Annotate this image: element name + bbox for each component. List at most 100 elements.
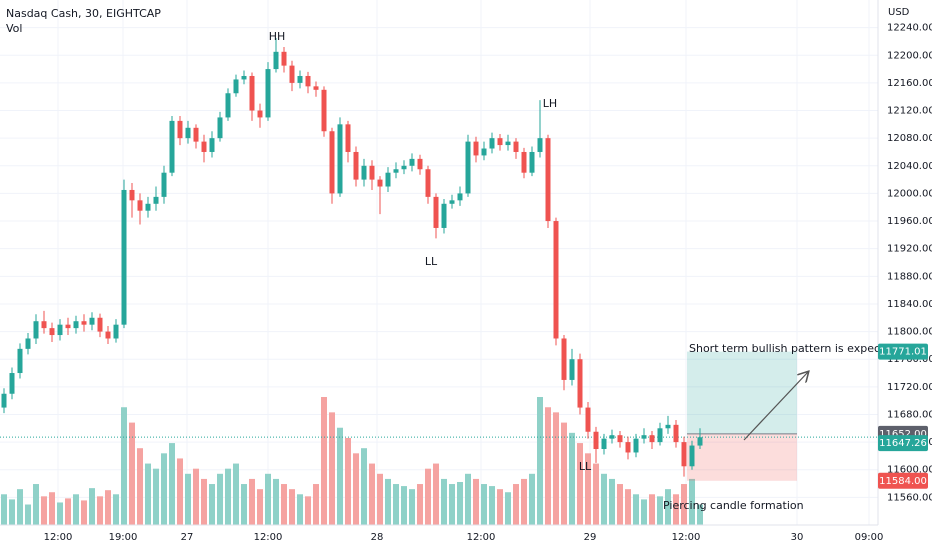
volume-bar [433,463,439,525]
candle-body [121,189,127,325]
candle-body [449,200,455,204]
candle-body [41,321,47,329]
volume-bar [105,490,111,525]
volume-bar [593,463,599,525]
volume-bar [113,494,119,525]
candle-body [625,442,631,453]
candle-body [225,93,231,118]
volume-bar [217,473,223,525]
volume-bar [81,500,87,525]
candle-body [137,200,143,211]
volume-bar [337,427,343,525]
volume-bar [305,496,311,525]
candle-body [185,127,191,139]
volume-bar [49,492,55,525]
y-tick-label: 11960.00 [887,216,932,227]
candle-body [465,141,471,194]
volume-bar [553,412,559,525]
stop-label: 11584.00 [879,476,927,487]
x-tick-label: 12:00 [467,532,496,543]
volume-bar [289,489,295,525]
volume-bar [393,484,399,525]
candle-body [177,120,183,139]
candle-body [353,151,359,180]
candle-body [617,435,623,443]
arrow [743,372,808,441]
candle-body [73,321,79,329]
volume-pane [1,397,703,525]
candle-body [537,138,543,152]
candle-body [561,338,567,380]
candle-body [257,110,263,118]
volume-bar [465,473,471,525]
x-tick-label: 12:00 [254,532,283,543]
x-tick-label: 19:00 [109,532,138,543]
volume-bar [161,453,167,525]
volume-bar [697,504,703,525]
volume-bar [665,489,671,525]
volume-bar [281,484,287,525]
stop-label-box [878,472,928,489]
volume-bar [9,499,15,525]
volume-bar [441,478,447,525]
volume-bar [673,494,679,525]
last-price-label-box [878,435,928,452]
candle-body [641,435,647,439]
volume-bar [385,478,391,525]
volume-bar [73,494,79,525]
volume-bar [25,504,31,525]
candle-body [433,196,439,228]
candle-body [89,317,95,325]
volume-bar [201,478,207,525]
candle-body [409,158,415,166]
candle-body [601,438,607,450]
volume-bar [633,494,639,525]
candle-body [129,189,135,201]
candle-body [145,203,151,211]
volume-bar [33,484,39,525]
volume-bar [521,478,527,525]
candle-body [217,117,223,139]
y-tick-label: 12160.00 [887,78,932,89]
candle-body [25,338,31,349]
price-axis: 12240.00 12200.00 12160.00 12120.00 12080.00… [44,23,932,543]
volume-bar [17,489,23,525]
candle-body [441,203,447,228]
candle-body [65,324,71,329]
target-label: 11771.01 [879,347,927,358]
candle-body [657,428,663,443]
y-tick-label: 11600.00 [887,465,932,476]
candle-body [497,138,503,146]
volume-bar [97,496,103,525]
candle-body [193,127,199,142]
candle-body [241,75,247,80]
x-tick-label: 27 [181,532,194,543]
volume-bar [257,489,263,525]
candle-body [577,359,583,408]
candle-body [369,165,375,180]
y-tick-label: 12200.00 [887,50,932,61]
volume-bar [185,473,191,525]
candle-body [361,165,367,180]
candle-body [649,435,655,443]
volume-bar [657,496,663,525]
y-tick-label: 12080.00 [887,133,932,144]
y-tick-label: 11760.00 [887,354,932,365]
volume-bar [249,478,255,525]
volume-bar [401,486,407,525]
x-tick-label: 12:00 [44,532,73,543]
last-price-label: 11647.26 [879,438,927,449]
y-tick-label: 11720.00 [887,382,932,393]
y-tick-label: 11840.00 [887,299,932,310]
y-tick-label: 11880.00 [887,271,932,282]
symbol-title: Nasdaq Cash, 30, EIGHTCAP [6,7,161,20]
y-tick-label: 11560.00 [887,492,932,503]
candle-body [377,179,383,187]
candle-body [9,373,15,394]
y-tick-label: 12040.00 [887,161,932,172]
volume-bar [601,473,607,525]
candle-body [385,172,391,187]
candle-body [337,124,343,194]
volume-bar [121,407,127,525]
annotation: HH [269,30,286,43]
